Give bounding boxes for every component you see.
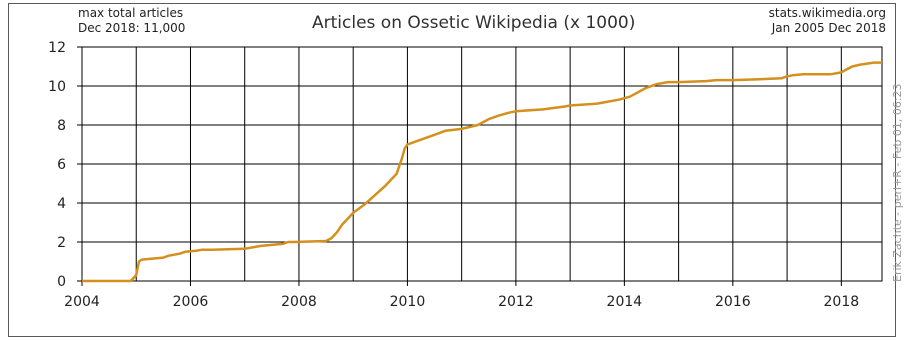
y-tick-label-0: 0 <box>57 274 66 290</box>
y-tick-label-10: 10 <box>48 79 66 95</box>
y-tick-label-6: 6 <box>57 157 66 173</box>
max-articles-label: max total articles <box>78 6 184 20</box>
x-tick-label-2008: 2008 <box>281 294 317 310</box>
y-tick-label-4: 4 <box>57 196 66 212</box>
x-tick-label-2004: 2004 <box>64 294 100 310</box>
series-line-0 <box>82 61 882 283</box>
plot-border <box>81 46 883 282</box>
x-tick-label-2018: 2018 <box>824 294 860 310</box>
x-tick-label-2010: 2010 <box>390 294 426 310</box>
chart-title: Articles on Ossetic Wikipedia (x 1000) <box>312 13 636 33</box>
x-tick-label-2006: 2006 <box>173 294 209 310</box>
x-tick-label-2014: 2014 <box>607 294 643 310</box>
y-tick-label-2: 2 <box>57 235 66 251</box>
date-range: Jan 2005 Dec 2018 <box>771 21 886 35</box>
max-articles-value: Dec 2018: 11,000 <box>78 21 186 35</box>
x-tick-label-2012: 2012 <box>498 294 534 310</box>
source-site: stats.wikimedia.org <box>768 6 886 20</box>
x-tick-label-2016: 2016 <box>715 294 751 310</box>
y-tick-label-8: 8 <box>57 118 66 134</box>
y-tick-label-12: 12 <box>48 40 66 56</box>
